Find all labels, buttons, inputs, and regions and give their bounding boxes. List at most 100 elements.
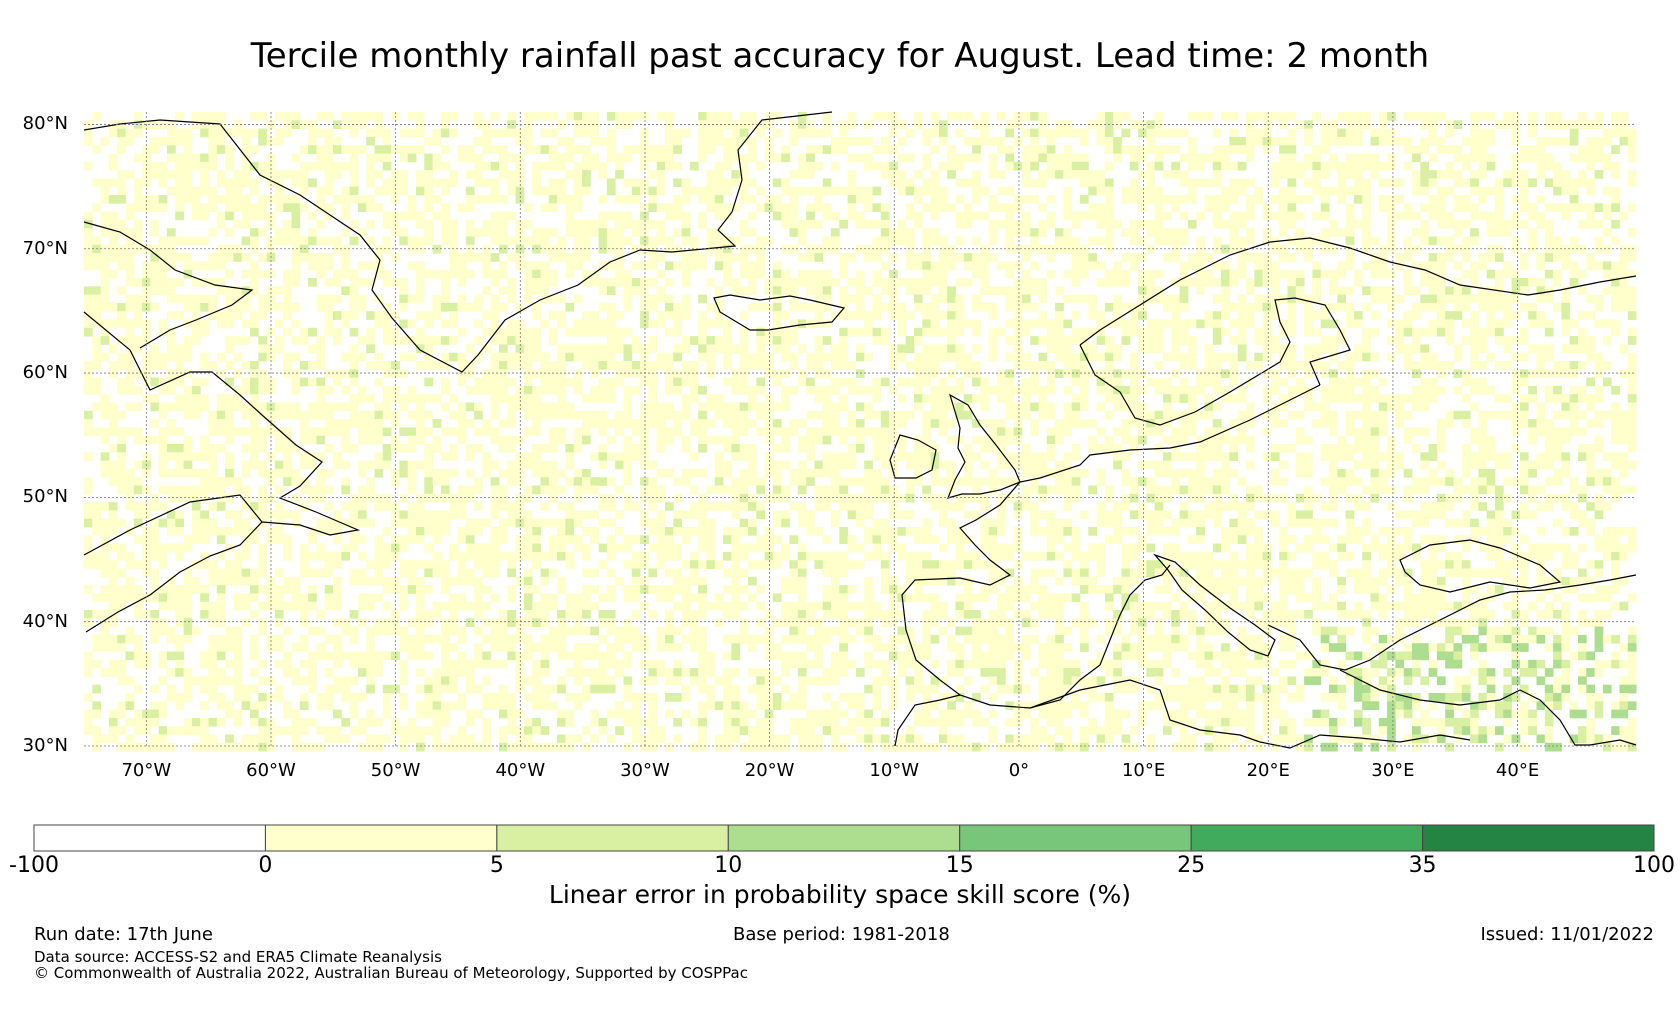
skill-cell — [1005, 211, 1014, 221]
skill-cell — [167, 452, 176, 461]
skill-cell — [631, 219, 641, 229]
skill-cell — [1519, 452, 1529, 461]
skill-cell — [1387, 394, 1396, 403]
skill-cell — [665, 244, 674, 254]
skill-cell — [1412, 302, 1421, 312]
skill-cell — [1187, 427, 1197, 437]
skill-cell — [133, 120, 143, 129]
skill-cell — [631, 112, 641, 121]
skill-cell — [756, 327, 765, 337]
skill-cell — [1627, 269, 1637, 279]
skill-cell — [1287, 211, 1297, 221]
skill-cell — [1627, 377, 1637, 387]
skill-cell — [1627, 170, 1637, 179]
skill-cell — [208, 153, 218, 163]
skill-cell — [839, 402, 848, 412]
skill-cell — [1536, 195, 1546, 204]
skill-cell — [507, 394, 516, 403]
skill-cell — [1021, 244, 1031, 254]
skill-cell — [723, 203, 732, 212]
skill-cell — [739, 427, 749, 437]
skill-cell — [1495, 228, 1504, 237]
skill-cell — [590, 120, 599, 129]
skill-cell — [1611, 112, 1620, 121]
skill-cell — [490, 352, 500, 362]
skill-cell — [656, 294, 666, 304]
skill-cell — [225, 203, 234, 212]
skill-cell — [1187, 153, 1197, 163]
skill-cell — [1146, 344, 1156, 354]
skill-cell — [283, 286, 292, 295]
skill-cell — [1611, 120, 1620, 129]
skill-cell — [440, 336, 450, 345]
skill-cell — [125, 427, 135, 437]
skill-cell — [1196, 278, 1205, 287]
skill-cell — [1171, 327, 1180, 337]
skill-cell — [997, 136, 1006, 146]
skill-cell — [1453, 410, 1463, 420]
skill-cell — [1229, 211, 1239, 221]
skill-cell — [1353, 427, 1363, 437]
skill-cell — [1246, 402, 1255, 412]
skill-cell — [598, 319, 608, 329]
skill-cell — [416, 112, 425, 121]
skill-cell — [1279, 377, 1288, 387]
skill-cell — [723, 485, 732, 495]
skill-cell — [723, 253, 732, 262]
skill-cell — [1071, 261, 1081, 271]
skill-cell — [1046, 427, 1056, 437]
skill-cell — [764, 427, 774, 437]
skill-cell — [1212, 452, 1222, 461]
skill-cell — [1470, 294, 1479, 304]
skill-cell — [897, 186, 907, 196]
skill-cell — [291, 261, 301, 271]
skill-cell — [1154, 468, 1164, 478]
skill-cell — [133, 477, 143, 486]
skill-cell — [117, 128, 126, 138]
skill-cell — [864, 136, 873, 146]
skill-cell — [1229, 128, 1239, 138]
skill-cell — [382, 278, 392, 287]
skill-cell — [1602, 128, 1612, 138]
skill-cell — [100, 253, 110, 262]
skill-cell — [1320, 269, 1330, 279]
skill-cell — [1196, 236, 1205, 246]
skill-cell — [582, 311, 591, 320]
skill-cell — [698, 402, 707, 412]
skill-cell — [1337, 261, 1346, 271]
skill-cell — [590, 269, 599, 279]
skill-cell — [1378, 452, 1388, 461]
skill-cell — [1627, 178, 1637, 188]
skill-cell — [1387, 161, 1396, 171]
skill-cell — [499, 485, 508, 495]
skill-cell — [1154, 195, 1164, 204]
skill-cell — [772, 311, 782, 320]
skill-cell — [1287, 170, 1297, 179]
skill-cell — [797, 444, 807, 453]
skill-cell — [789, 352, 799, 362]
skill-cell — [714, 261, 724, 271]
skill-cell — [1113, 261, 1122, 271]
skill-cell — [1611, 410, 1620, 420]
skill-cell — [100, 302, 110, 312]
skill-cell — [499, 369, 508, 378]
skill-cell — [374, 311, 384, 320]
skill-cell — [1154, 236, 1164, 246]
skill-cell — [391, 394, 400, 403]
skill-cell — [1187, 352, 1197, 362]
skill-cell — [1578, 394, 1587, 403]
skill-cell — [1353, 278, 1363, 287]
skill-cell — [432, 311, 442, 320]
skill-cell — [366, 278, 375, 287]
skill-cell — [324, 319, 334, 329]
skill-cell — [225, 468, 234, 478]
skill-cell — [1320, 319, 1330, 329]
skill-cell — [482, 460, 492, 470]
skill-cell — [1304, 402, 1313, 412]
skill-cell — [125, 402, 135, 412]
skill-cell — [250, 327, 259, 337]
skill-cell — [905, 211, 915, 221]
skill-cell — [1179, 419, 1189, 428]
skill-cell — [631, 344, 641, 354]
skill-cell — [806, 269, 815, 279]
